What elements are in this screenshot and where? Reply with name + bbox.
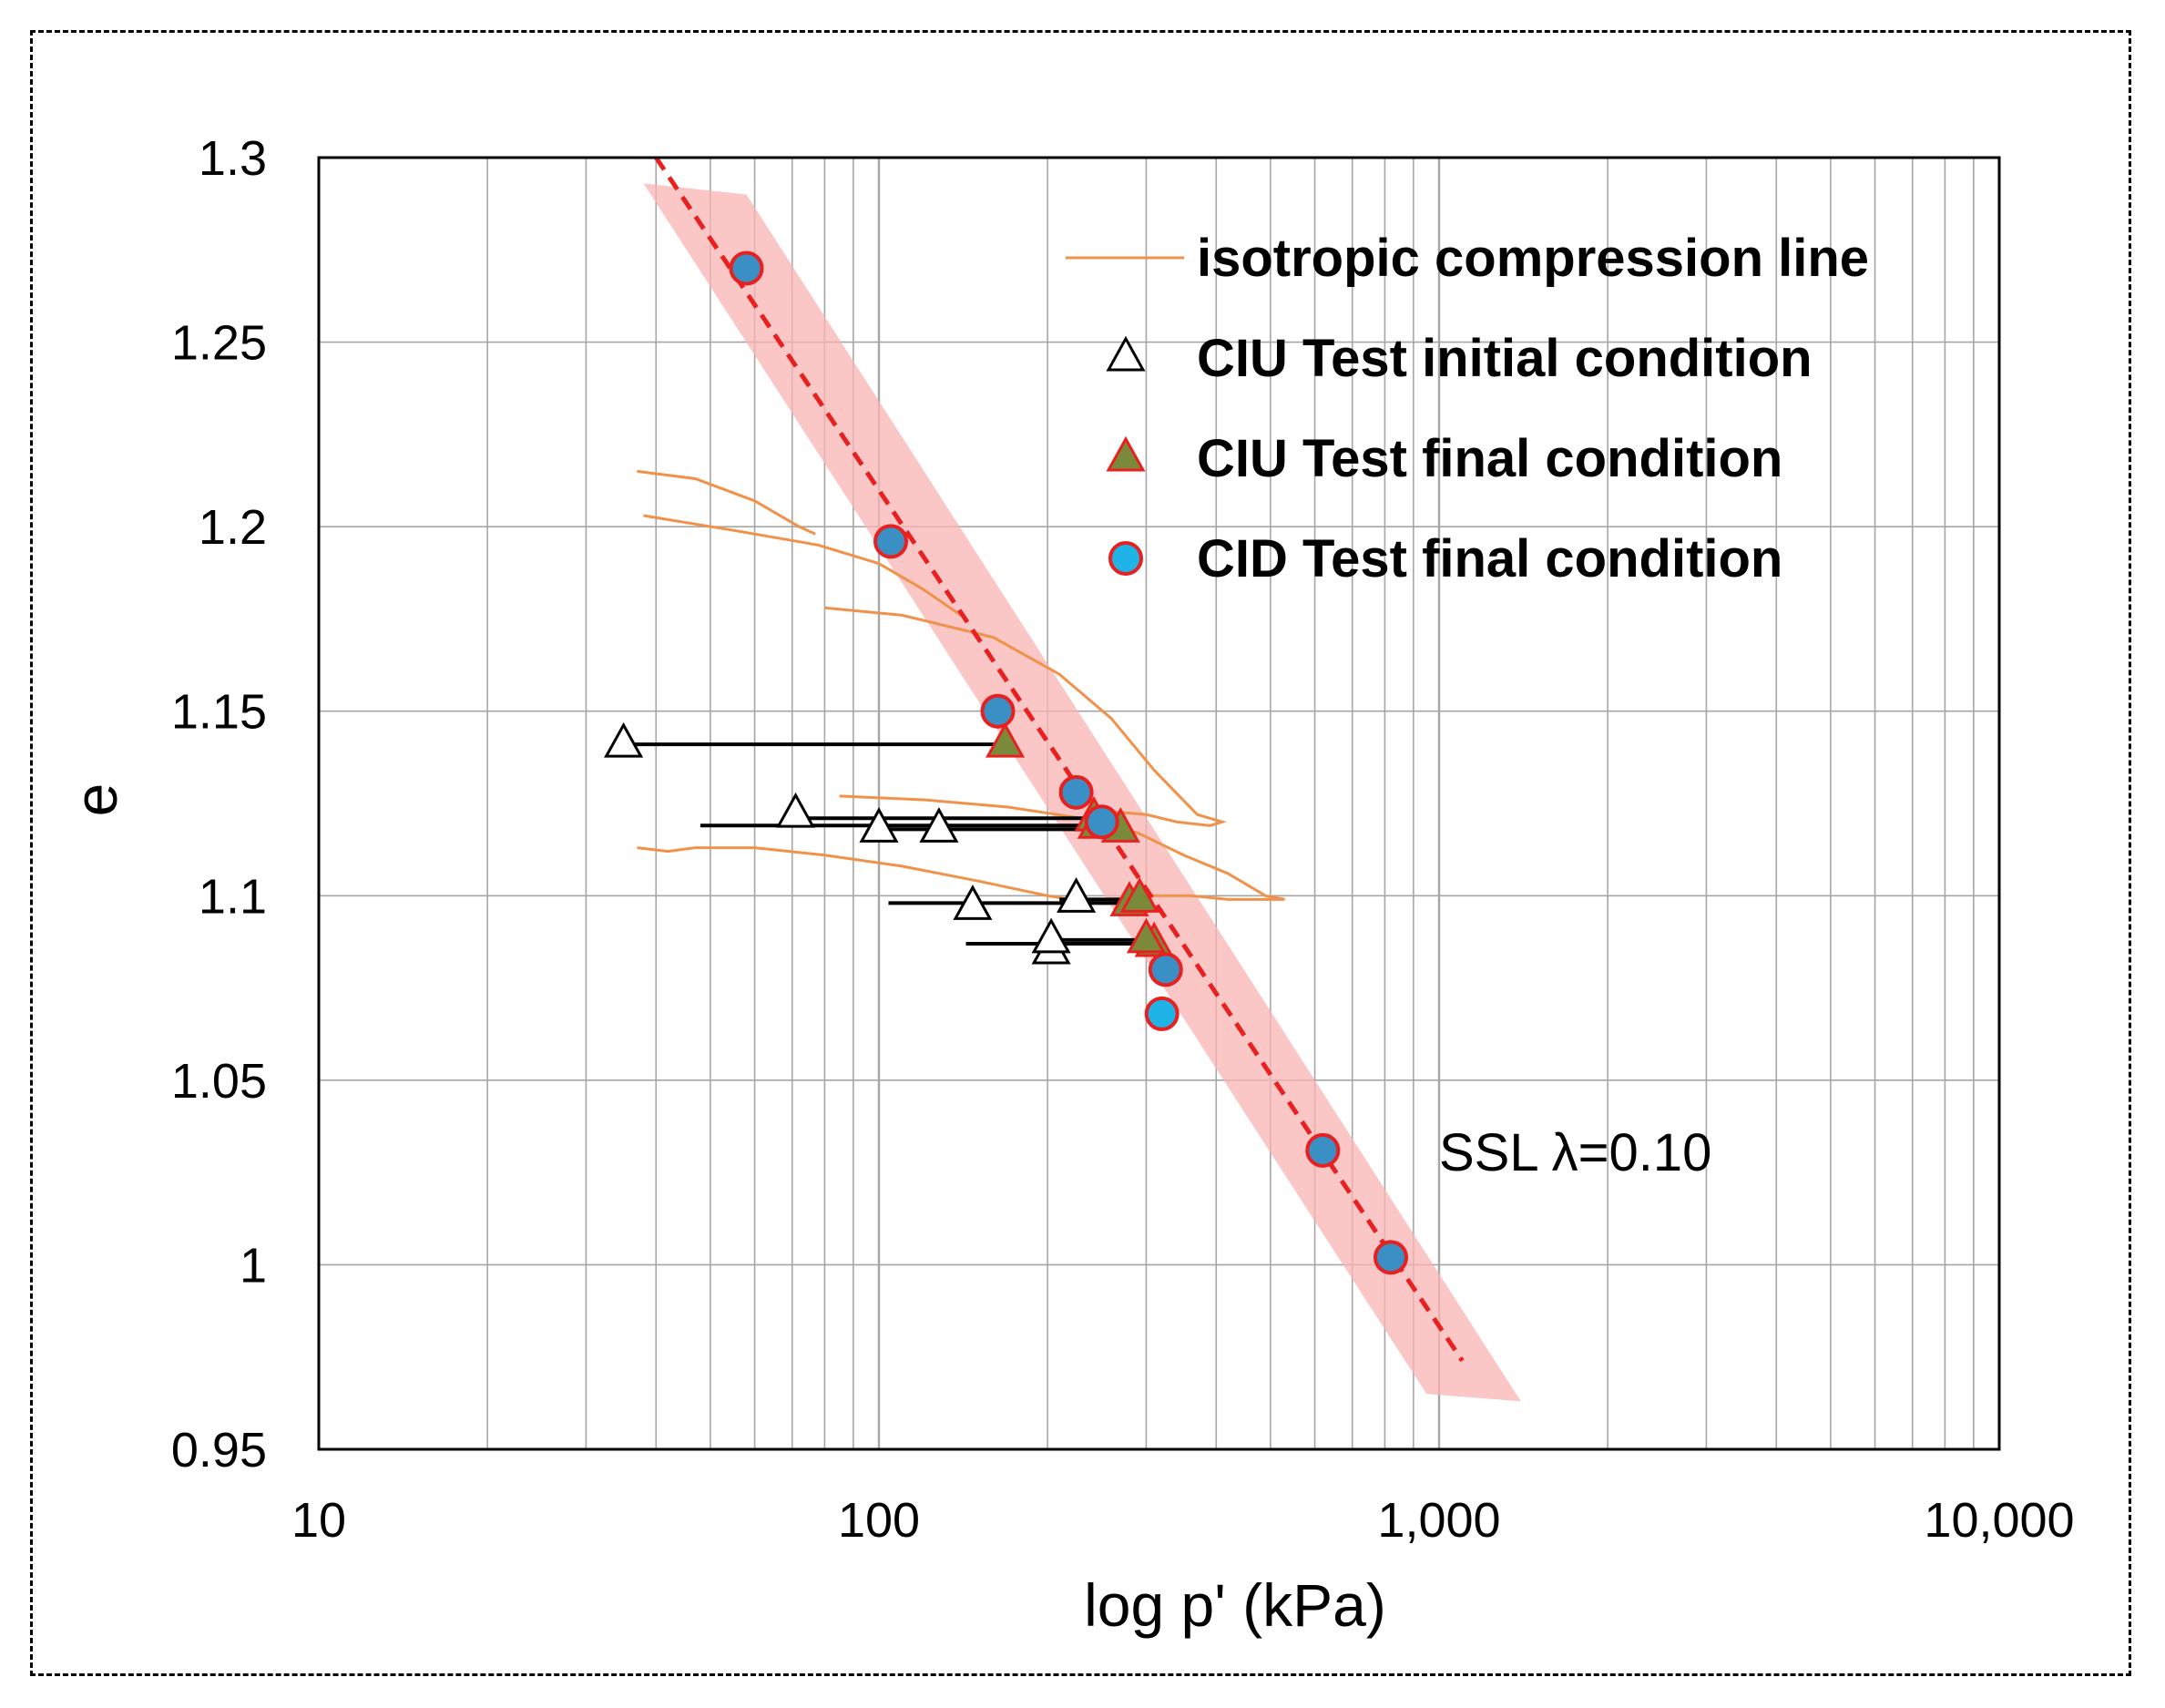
x-tick-label: 100 (838, 1493, 920, 1548)
y-tick-label: 1.05 (171, 1054, 267, 1109)
legend: isotropic compression line CIU Test initi… (1066, 229, 1869, 588)
x-tick-label: 10 (291, 1493, 346, 1548)
cid-final-marker (873, 524, 909, 559)
x-tick-labels: 10 100 1,000 10,000 (291, 1493, 2075, 1548)
cid-final-marker (1305, 1132, 1341, 1168)
legend-label: CIU Test initial condition (1197, 329, 1813, 388)
cid-final-marker (1084, 804, 1119, 840)
ssl-annotation: SSL λ=0.10 (1439, 1123, 1711, 1182)
ciu-initial-marker (859, 807, 899, 843)
y-tick-label: 1.2 (199, 500, 267, 555)
figure-frame (30, 30, 2131, 1676)
isotropic-compression-curve (839, 794, 1285, 901)
y-tick-labels: 0.95 1 1.05 1.1 1.15 1.2 1.25 1.3 (171, 131, 267, 1478)
ciu-final-marker (985, 721, 1026, 758)
x-tick-label: 10,000 (1924, 1493, 2074, 1548)
y-tick-label: 1.15 (171, 685, 267, 740)
ciu-final-marker (1126, 917, 1166, 954)
cid-final-marker (1373, 1240, 1408, 1275)
isotropic-compression-curve (643, 514, 962, 617)
legend-label: CIU Test final condition (1197, 429, 1782, 488)
cid-final-marker (729, 251, 764, 286)
y-tick-label: 1.1 (199, 869, 267, 924)
y-tick-label: 0.95 (171, 1423, 267, 1478)
x-tick-label: 1,000 (1377, 1493, 1500, 1548)
plot-area (317, 156, 2001, 1451)
legend-ciu-final-swatch (1106, 435, 1146, 472)
legend-label: CID Test final condition (1197, 529, 1782, 588)
ciu-initial-marker (919, 807, 959, 843)
isotropic-compression-lines (637, 469, 1285, 905)
ciu-initial-marker (1031, 917, 1071, 954)
data-markers (604, 251, 1408, 1275)
cid-final-marker (1144, 996, 1180, 1031)
ciu-initial-marker (604, 721, 644, 758)
legend-label: isotropic compression line (1197, 229, 1869, 288)
cid-final-marker (1058, 774, 1094, 810)
ciu-initial-marker (953, 885, 993, 920)
cid-final-marker (980, 693, 1016, 729)
x-axis-label: log p' (kPa) (1084, 1571, 1386, 1639)
isotropic-compression-curve (637, 846, 1093, 905)
grid-lines (319, 158, 1999, 1449)
isotropic-compression-curve (637, 469, 816, 536)
y-tick-label: 1.3 (199, 131, 267, 186)
y-tick-label: 1.25 (171, 316, 267, 371)
y-tick-label: 1 (240, 1238, 267, 1293)
isotropic-compression-curve (824, 606, 1228, 827)
legend-ciu-initial-swatch (1106, 335, 1146, 372)
ciu-initial-marker (775, 792, 816, 828)
y-axis-label: e (62, 783, 129, 817)
ciu-final-marker (1119, 877, 1159, 913)
legend-cid-final-swatch (1108, 541, 1143, 576)
ssl-line (654, 156, 1465, 1363)
ciu-initial-marker (1057, 877, 1097, 913)
cid-final-marker (1148, 952, 1183, 987)
